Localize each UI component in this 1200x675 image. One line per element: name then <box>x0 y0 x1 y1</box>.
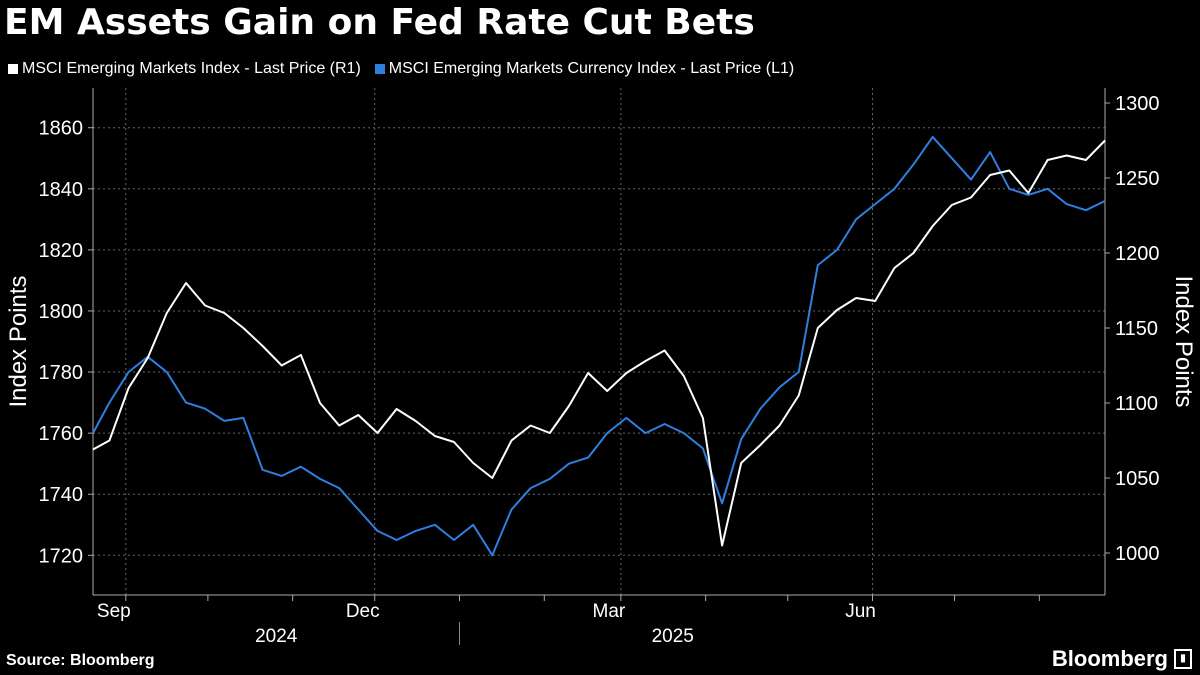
left-tick-label: 1720 <box>39 545 84 567</box>
source-note: Source: Bloomberg <box>6 652 155 669</box>
x-tick-label: Dec <box>346 601 380 622</box>
legend-swatch-white <box>8 64 18 74</box>
brand-logo: Bloomberg ▮ <box>1052 646 1192 672</box>
right-tick-label: 1100 <box>1115 393 1158 415</box>
legend-item-msci-em-currency: MSCI Emerging Markets Currency Index - L… <box>374 60 795 78</box>
legend-swatch-blue <box>374 64 385 74</box>
legend-label-msci-em-index: MSCI Emerging Markets Index - Last Price… <box>22 60 361 77</box>
left-tick-label: 1860 <box>39 118 84 140</box>
x-tick-label: Mar <box>593 601 626 622</box>
legend-label-msci-em-currency: MSCI Emerging Markets Currency Index - L… <box>388 60 795 77</box>
bloomberg-icon: ▮ <box>1174 649 1192 669</box>
legend-item-msci-em-index: MSCI Emerging Markets Index - Last Price… <box>8 60 361 78</box>
right-tick-label: 1000 <box>1115 543 1160 565</box>
x-tick-label: Jun <box>845 601 876 622</box>
left-tick-label: 1780 <box>39 362 84 384</box>
left-tick-label: 1840 <box>39 179 84 201</box>
left-axis-title: Index Points <box>5 275 32 407</box>
brand-name: Bloomberg <box>1051 646 1168 671</box>
right-tick-label: 1300 <box>1115 93 1160 115</box>
right-tick-label: 1050 <box>1115 468 1160 490</box>
right-tick-label: 1250 <box>1115 168 1160 190</box>
legend: MSCI Emerging Markets Index - Last Price… <box>8 60 794 78</box>
x-tick-label: Sep <box>97 601 131 622</box>
left-tick-label: 1820 <box>39 240 84 262</box>
series-line-msci-em-currency <box>92 135 1106 557</box>
year-label: 2024 <box>255 626 298 647</box>
right-axis-title: Index Points <box>1170 275 1197 407</box>
year-label: 2025 <box>652 626 694 647</box>
left-tick-label: 1800 <box>39 301 84 323</box>
chart-title: EM Assets Gain on Fed Rate Cut Bets <box>4 2 755 43</box>
left-tick-label: 1760 <box>39 423 84 445</box>
series-line-msci-em-index <box>92 139 1106 547</box>
right-tick-label: 1200 <box>1115 243 1160 265</box>
right-tick-label: 1150 <box>1115 318 1158 340</box>
left-tick-label: 1740 <box>39 484 84 506</box>
